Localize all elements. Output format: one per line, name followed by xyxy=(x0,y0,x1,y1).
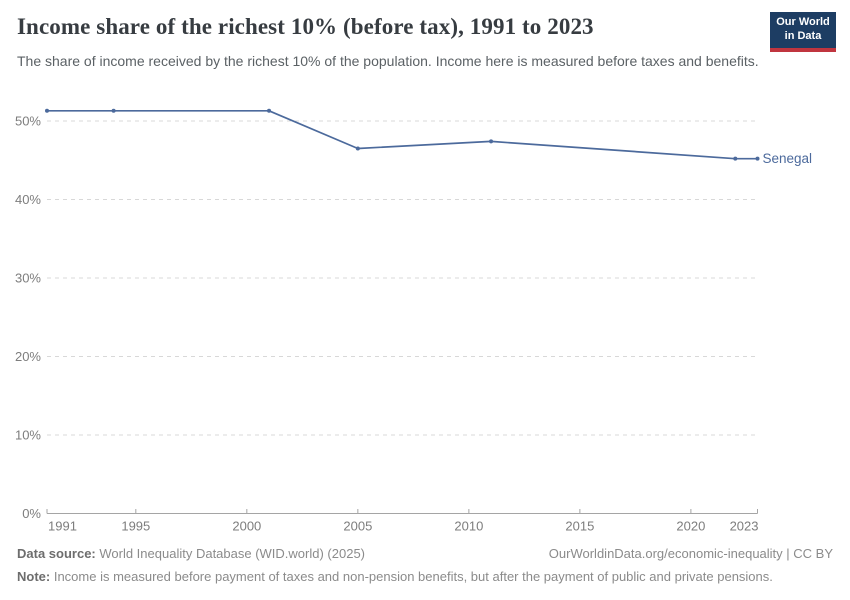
y-tick-label-20: 20% xyxy=(15,349,41,364)
y-tick-label-40: 40% xyxy=(15,192,41,207)
note-label: Note: xyxy=(17,569,51,584)
y-tick-label-50: 50% xyxy=(15,114,41,129)
owid-logo-text: Our World in Data xyxy=(776,16,830,42)
data-source: Data source: World Inequality Database (… xyxy=(17,546,365,561)
data-point-2011 xyxy=(489,139,494,144)
x-tick-label-2015: 2015 xyxy=(565,519,594,534)
owid-logo[interactable]: Our World in Data xyxy=(770,12,836,52)
data-point-2005 xyxy=(355,146,360,151)
note-text: Income is measured before payment of tax… xyxy=(50,569,773,584)
x-tick-label-2010: 2010 xyxy=(454,519,483,534)
data-source-label: Data source: xyxy=(17,546,96,561)
x-tick-label-2005: 2005 xyxy=(343,519,372,534)
series-label-senegal[interactable]: Senegal xyxy=(763,151,813,166)
data-point-1991 xyxy=(45,108,49,113)
y-tick-label-0: 0% xyxy=(22,506,41,521)
data-point-1994 xyxy=(111,108,116,113)
chart-subtitle: The share of income received by the rich… xyxy=(17,53,759,69)
footer-source-row: Data source: World Inequality Database (… xyxy=(17,546,833,561)
data-point-2023 xyxy=(755,156,760,161)
x-tick-label-1995: 1995 xyxy=(121,519,150,534)
owid-url-link[interactable]: OurWorldinData.org/economic-inequality |… xyxy=(548,546,833,561)
footer-note-row: Note: Income is measured before payment … xyxy=(17,569,833,584)
y-tick-label-30: 30% xyxy=(15,271,41,286)
senegal-line[interactable] xyxy=(47,109,758,160)
y-tick-label-10: 10% xyxy=(15,428,41,443)
x-tick-label-2023: 2023 xyxy=(730,519,759,534)
x-tick-label-2020: 2020 xyxy=(676,519,705,534)
x-tick-label-1991: 1991 xyxy=(48,519,77,534)
page-title: Income share of the richest 10% (before … xyxy=(17,14,594,39)
data-point-2022 xyxy=(733,156,738,161)
data-source-text: World Inequality Database (WID.world) (2… xyxy=(95,546,366,561)
data-point-2001 xyxy=(267,108,272,113)
x-tick-label-2000: 2000 xyxy=(232,519,261,534)
